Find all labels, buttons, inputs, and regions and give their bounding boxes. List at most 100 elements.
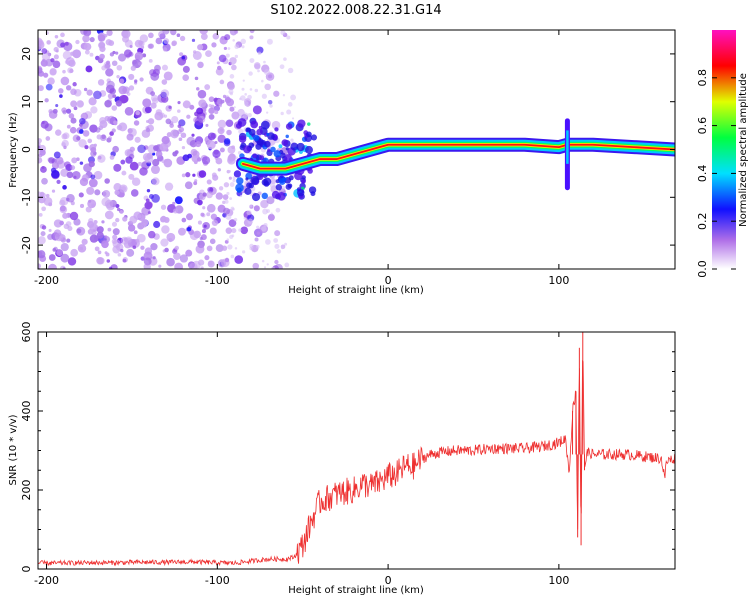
spectrogram-noise-dot	[141, 222, 147, 228]
spectrogram-noise-dot	[60, 76, 70, 86]
spectrogram-noise-dot	[150, 102, 157, 109]
spectrogram-noise-dot	[123, 49, 132, 58]
spectrogram-noise-dot	[119, 184, 128, 193]
spectrogram-noise-dot	[131, 177, 141, 186]
spectrogram-noise-dot	[68, 59, 76, 67]
spectrogram-noise-dot	[94, 246, 100, 252]
spectrogram-noise-dot	[70, 117, 77, 124]
spectrogram-noise-dot	[249, 243, 254, 249]
spectrogram-noise-dot	[218, 103, 222, 108]
spectrogram-noise-dot	[186, 227, 192, 232]
spectrogram-noise-dot	[90, 174, 96, 180]
spectrogram-noise-dot	[198, 99, 207, 108]
spectrogram-blob-dot	[273, 150, 281, 158]
colorbar-tick-label: 0.4	[696, 165, 709, 183]
spectrogram-noise-dot	[41, 225, 47, 230]
spectrogram-noise-dot	[220, 35, 225, 41]
spectrogram-blob-dot	[296, 142, 305, 152]
spectrogram-noise-dot	[119, 209, 124, 214]
spectrogram-noise-dot	[43, 72, 49, 78]
spectrogram-noise-dot	[93, 170, 103, 180]
spectrogram-noise-dot	[117, 53, 127, 62]
spectrogram-noise-dot	[59, 205, 66, 212]
spectrogram-noise-dot	[234, 255, 244, 264]
spectrogram-noise-dot	[264, 69, 270, 76]
spectrogram-noise-dot	[137, 214, 142, 219]
spectrogram-blob-dot	[296, 188, 305, 197]
spectrogram-noise-dot	[164, 182, 174, 191]
spectrogram-noise-dot	[105, 252, 110, 257]
spectrogram-noise-dot	[235, 156, 238, 160]
spectrogram-noise-dot	[112, 94, 117, 99]
spectrogram-noise-dot	[244, 101, 249, 106]
spectrogram-noise-dot	[214, 141, 218, 145]
spectrogram-noise-dot	[225, 227, 233, 234]
spectrogram-noise-dot	[161, 225, 170, 234]
spectrogram-noise-dot	[62, 185, 67, 190]
spectrogram-noise-dot	[161, 79, 168, 85]
spectrogram-blob-dot	[301, 175, 306, 180]
spectrogram-noise-dot	[128, 173, 135, 180]
spectrogram-noise-dot	[253, 62, 261, 69]
spectrogram-noise-dot	[78, 192, 84, 198]
spectrogram-noise-dot	[212, 33, 220, 40]
spectrogram-noise-dot	[283, 57, 287, 61]
spectrogram-noise-dot	[280, 246, 284, 250]
spectrogram-noise-dot	[72, 170, 81, 180]
spectrogram-noise-dot	[88, 97, 97, 106]
spectrogram-noise-dot	[218, 54, 227, 63]
spectrogram-noise-dot	[115, 51, 119, 55]
spectrogram-noise-dot	[257, 51, 262, 55]
spectrogram-noise-dot	[217, 168, 222, 172]
spectrogram-y-ticks: -20 -10 0 10 20	[20, 47, 675, 254]
spectrogram-noise-dot	[69, 211, 79, 221]
spectrogram-noise-dot	[197, 44, 204, 51]
spectrogram-noise-dot	[117, 252, 122, 257]
spectrogram-noise-dot	[152, 158, 160, 167]
spectrogram-noise-dot	[38, 236, 46, 245]
spectrogram-noise-dot	[129, 44, 133, 48]
spectrogram-noise-dot	[270, 183, 276, 189]
spectrogram-noise-dot	[290, 138, 294, 142]
spectrogram-noise-dot	[55, 129, 62, 136]
spectrogram-noise-dot	[208, 107, 215, 114]
spectrogram-noise-dot	[89, 37, 95, 43]
spectrogram-noise-dot	[182, 100, 191, 109]
spectrogram-noise-dot	[122, 258, 127, 263]
spectrogram-noise-dot	[124, 106, 134, 116]
spectrogram-blob-dot	[236, 177, 244, 185]
spectrogram-noise-dot	[213, 105, 221, 112]
spectrogram-noise-dot	[128, 85, 135, 91]
spectrogram-noise-dot	[266, 38, 273, 45]
spectrogram-blob-dot	[259, 155, 265, 161]
spectrogram-noise-dot	[52, 60, 61, 69]
spectrogram-noise-dot	[105, 68, 114, 77]
spectrogram-noise-dot	[290, 94, 297, 101]
spectrogram-noise-dot	[234, 30, 239, 34]
spectrogram-noise-dot	[38, 250, 46, 259]
spectrogram-noise-dot	[114, 189, 120, 196]
spectrogram-blob-dot	[280, 152, 286, 159]
spectrogram-noise-dot	[65, 85, 72, 91]
spectrogram-noise-dot	[100, 134, 107, 142]
snr-x-tick-label: 0	[385, 574, 392, 587]
spectrogram-noise-dot	[134, 79, 138, 83]
spectrogram-noise-dot	[229, 92, 233, 96]
spectrogram-noise-dot	[217, 65, 222, 71]
spectrogram-noise-dot	[79, 203, 85, 209]
spectrogram-noise-dot	[38, 85, 44, 92]
spectrogram-noise-dot	[162, 47, 168, 52]
spectrogram-noise-dot	[158, 264, 162, 268]
spectrogram-noise-dot	[67, 257, 77, 266]
spectrogram-noise-dot	[144, 106, 152, 114]
spectrogram-blob-dot	[277, 191, 286, 201]
spectrogram-noise-dot	[142, 98, 152, 108]
spectrogram-noise-dot	[215, 244, 224, 253]
spectrogram-noise-dot	[89, 234, 99, 243]
spectrogram-noise-dot	[248, 71, 253, 76]
spectrogram-noise-dot	[179, 254, 189, 263]
spectrogram-noise-dot	[129, 215, 138, 224]
spectrogram-noise-dot	[73, 218, 81, 226]
spectrogram-noise-dot	[161, 159, 166, 164]
spectrogram-noise-dot	[111, 221, 118, 227]
